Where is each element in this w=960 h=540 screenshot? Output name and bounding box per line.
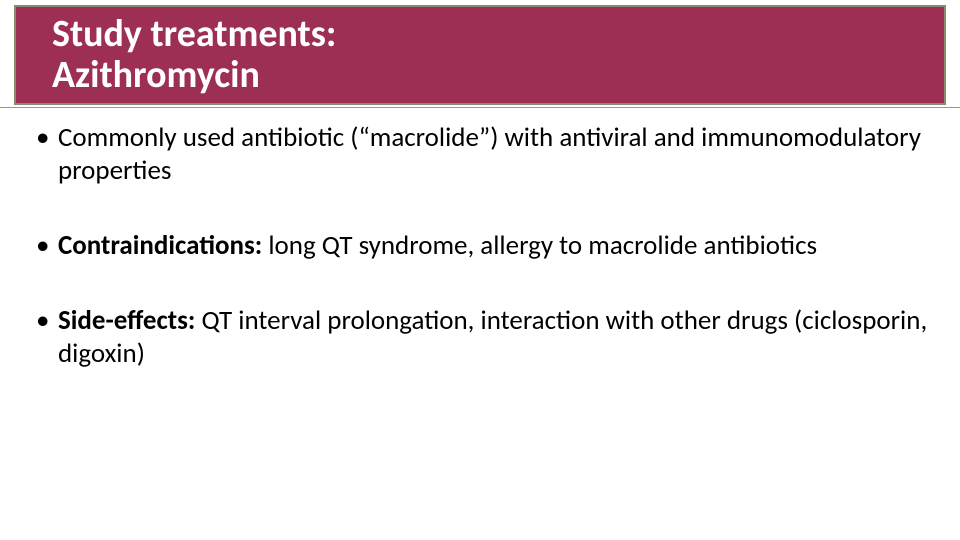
body-content: Commonly used antibiotic (“macrolide”) w… bbox=[30, 122, 930, 413]
bullet-item: Contraindications: long QT syndrome, all… bbox=[30, 230, 930, 263]
bullet-item: Commonly used antibiotic (“macrolide”) w… bbox=[30, 122, 930, 188]
header-box: Study treatments: Azithromycin bbox=[14, 5, 946, 105]
bullet-list: Commonly used antibiotic (“macrolide”) w… bbox=[30, 122, 930, 371]
bullet-lead: Side-effects: bbox=[58, 304, 195, 337]
title-line-2: Azithromycin bbox=[52, 55, 926, 96]
bullet-item: Side-effects: QT interval prolongation, … bbox=[30, 305, 930, 371]
bullet-lead: Contraindications: bbox=[58, 229, 262, 262]
bullet-text: long QT syndrome, allergy to macrolide a… bbox=[262, 229, 817, 262]
bullet-text: Commonly used antibiotic (“macrolide”) w… bbox=[58, 121, 921, 187]
title-line-1: Study treatments: bbox=[52, 14, 926, 55]
title-header: Study treatments: Azithromycin bbox=[0, 0, 960, 108]
